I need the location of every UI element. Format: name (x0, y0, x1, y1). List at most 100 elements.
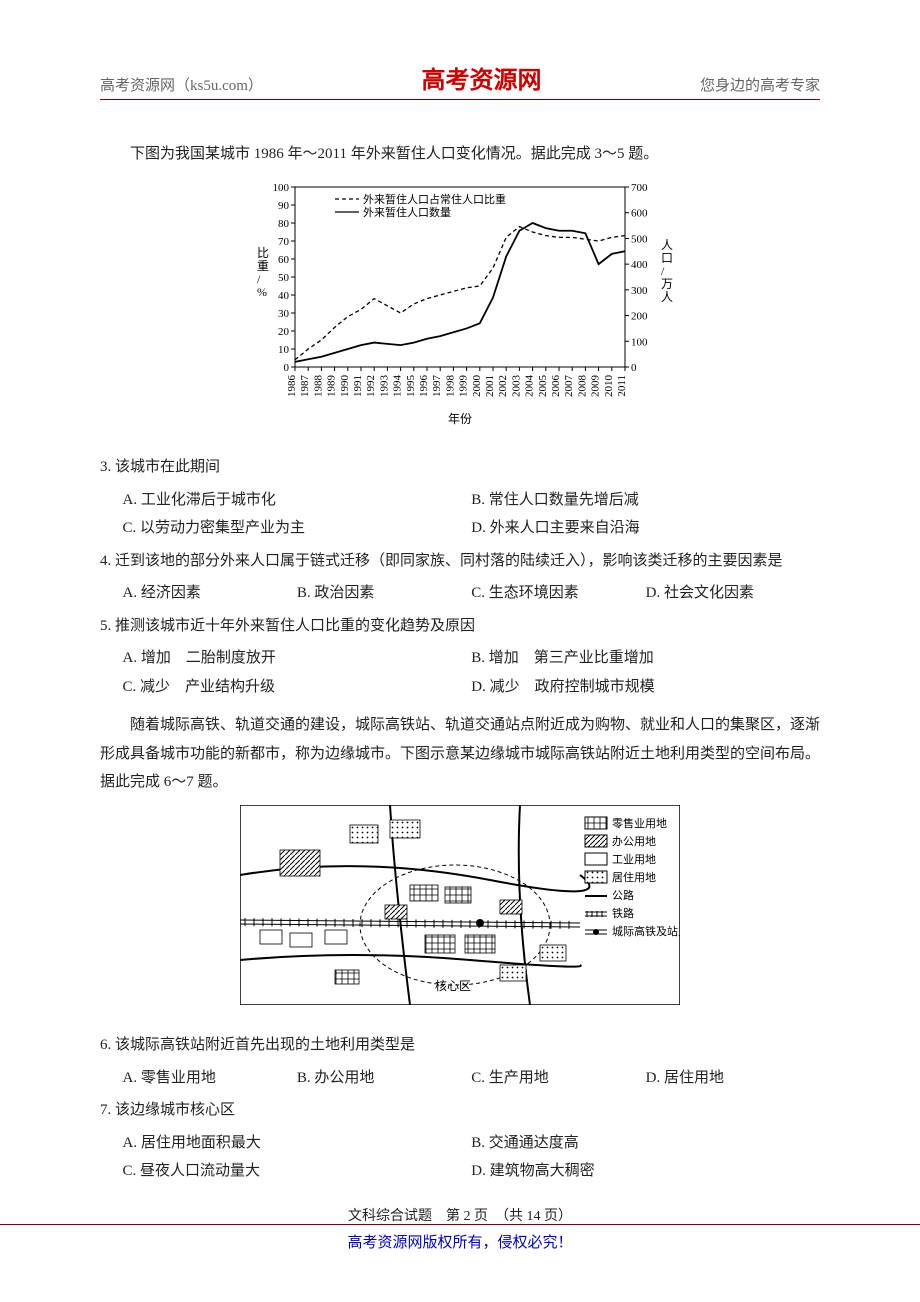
header-right-text: 您身边的高考专家 (700, 74, 820, 95)
chart-container: 0102030405060708090100010020030040050060… (100, 177, 820, 438)
q5-opt-d: D. 减少 政府控制城市规模 (471, 673, 820, 702)
svg-text:比: 比 (257, 246, 269, 260)
svg-text:0: 0 (284, 362, 290, 374)
svg-text:/: / (257, 272, 261, 286)
svg-text:70: 70 (278, 236, 290, 248)
q3-stem: 3. 该城市在此期间 (100, 453, 820, 482)
q4-opt-a: A. 经济因素 (123, 579, 297, 608)
svg-text:年份: 年份 (448, 412, 472, 426)
q3-opt-d: D. 外来人口主要来自沿海 (471, 514, 820, 543)
q6-opt-a: A. 零售业用地 (123, 1064, 297, 1093)
svg-text:2007: 2007 (563, 374, 575, 397)
intro-q3-5: 下图为我国某城市 1986 年～2011 年外来暂住人口变化情况。据此完成 3～… (100, 140, 820, 169)
page-header: 高考资源网（ks5u.com） 高考资源网 您身边的高考专家 (100, 60, 820, 100)
svg-text:2005: 2005 (537, 374, 549, 397)
svg-text:600: 600 (631, 207, 648, 219)
svg-text:万: 万 (661, 277, 673, 291)
svg-text:人: 人 (661, 238, 673, 252)
svg-text:1996: 1996 (418, 374, 430, 397)
svg-text:2001: 2001 (484, 375, 496, 397)
q3-opt-a: A. 工业化滞后于城市化 (123, 486, 472, 515)
q6-opt-c: C. 生产用地 (471, 1064, 645, 1093)
svg-text:90: 90 (278, 200, 290, 212)
q7-opt-b: B. 交通通达度高 (471, 1129, 820, 1158)
svg-text:%: % (257, 285, 267, 299)
q5-opt-c: C. 减少 产业结构升级 (123, 673, 472, 702)
svg-text:1987: 1987 (299, 374, 311, 397)
q4-opt-b: B. 政治因素 (297, 579, 471, 608)
header-center-logo: 高考资源网 (421, 60, 541, 95)
q3-opt-c: C. 以劳动力密集型产业为主 (123, 514, 472, 543)
svg-text:100: 100 (631, 336, 648, 348)
content-area: 下图为我国某城市 1986 年～2011 年外来暂住人口变化情况。据此完成 3～… (100, 140, 820, 1230)
svg-text:50: 50 (278, 272, 290, 284)
svg-text:人: 人 (661, 290, 673, 304)
svg-text:2004: 2004 (524, 374, 536, 397)
svg-text:2002: 2002 (497, 375, 509, 397)
svg-text:60: 60 (278, 254, 290, 266)
svg-text:铁路: 铁路 (612, 907, 634, 920)
svg-text:30: 30 (278, 308, 290, 320)
svg-text:外来暂住人口数量: 外来暂住人口数量 (363, 205, 451, 219)
svg-text:公路: 公路 (612, 889, 634, 902)
q4-opt-c: C. 生态环境因素 (471, 579, 645, 608)
svg-text:办公用地: 办公用地 (612, 835, 656, 848)
svg-text:2008: 2008 (576, 374, 588, 397)
svg-text:10: 10 (278, 344, 290, 356)
svg-text:城际高铁及站点: 城际高铁及站点 (612, 924, 680, 938)
document-page: 高考资源网（ks5u.com） 高考资源网 您身边的高考专家 下图为我国某城市 … (0, 0, 920, 1302)
svg-text:2009: 2009 (590, 374, 602, 397)
q3-options: A. 工业化滞后于城市化 B. 常住人口数量先增后减 C. 以劳动力密集型产业为… (123, 486, 821, 543)
q5-opt-b: B. 增加 第三产业比重增加 (471, 644, 820, 673)
edge-city-map: 核心区零售业用地办公用地工业用地居住用地公路铁路城际高铁及站点 (240, 805, 680, 1005)
q6-options: A. 零售业用地 B. 办公用地 C. 生产用地 D. 居住用地 (123, 1064, 821, 1093)
svg-text:1991: 1991 (352, 375, 364, 397)
svg-text:700: 700 (631, 182, 648, 194)
svg-text:1992: 1992 (365, 375, 377, 397)
svg-text:1988: 1988 (312, 374, 324, 397)
svg-text:核心区: 核心区 (435, 979, 471, 993)
svg-text:200: 200 (631, 310, 648, 322)
q5-opt-a: A. 增加 二胎制度放开 (123, 644, 472, 673)
svg-text:工业用地: 工业用地 (612, 853, 656, 866)
svg-text:400: 400 (631, 259, 648, 271)
svg-text:1986: 1986 (286, 374, 298, 397)
svg-text:2003: 2003 (510, 374, 522, 397)
svg-text:1994: 1994 (392, 374, 404, 397)
page-footer: 高考资源网版权所有，侵权必究！ (0, 1224, 920, 1252)
intro-q6-7: 随着城际高铁、轨道交通的建设，城际高铁站、轨道交通站点附近成为购物、就业和人口的… (100, 711, 820, 797)
svg-text:100: 100 (273, 182, 290, 194)
header-left-text: 高考资源网（ks5u.com） (100, 74, 263, 95)
q4-options: A. 经济因素 B. 政治因素 C. 生态环境因素 D. 社会文化因素 (123, 579, 821, 608)
svg-text:1995: 1995 (405, 374, 417, 397)
map-container: 核心区零售业用地办公用地工业用地居住用地公路铁路城际高铁及站点 (100, 805, 820, 1016)
q6-opt-b: B. 办公用地 (297, 1064, 471, 1093)
q4-opt-d: D. 社会文化因素 (646, 579, 820, 608)
q5-options: A. 增加 二胎制度放开 B. 增加 第三产业比重增加 C. 减少 产业结构升级… (123, 644, 821, 701)
q7-opt-d: D. 建筑物高大稠密 (471, 1157, 820, 1186)
q3-opt-b: B. 常住人口数量先增后减 (471, 486, 820, 515)
q6-stem: 6. 该城际高铁站附近首先出现的土地利用类型是 (100, 1031, 820, 1060)
svg-text:80: 80 (278, 218, 290, 230)
svg-text:2000: 2000 (471, 374, 483, 397)
q7-opt-c: C. 昼夜人口流动量大 (123, 1157, 472, 1186)
svg-text:1990: 1990 (339, 374, 351, 397)
svg-text:0: 0 (631, 362, 637, 374)
svg-text:口: 口 (661, 251, 673, 265)
svg-text:1997: 1997 (431, 374, 443, 397)
svg-text:1999: 1999 (458, 374, 470, 397)
q7-options: A. 居住用地面积最大 B. 交通通达度高 C. 昼夜人口流动量大 D. 建筑物… (123, 1129, 821, 1186)
population-chart: 0102030405060708090100010020030040050060… (245, 177, 675, 427)
svg-text:2011: 2011 (616, 375, 628, 397)
q4-stem: 4. 迁到该地的部分外来人口属于链式迁移（即同家族、同村落的陆续迁入），影响该类… (100, 547, 820, 576)
q7-opt-a: A. 居住用地面积最大 (123, 1129, 472, 1158)
q6-opt-d: D. 居住用地 (646, 1064, 820, 1093)
svg-text:1998: 1998 (444, 374, 456, 397)
svg-text:居住用地: 居住用地 (612, 870, 656, 884)
svg-text:外来暂住人口占常住人口比重: 外来暂住人口占常住人口比重 (363, 192, 506, 206)
svg-text:20: 20 (278, 326, 290, 338)
q5-stem: 5. 推测该城市近十年外来暂住人口比重的变化趋势及原因 (100, 612, 820, 641)
svg-text:40: 40 (278, 290, 290, 302)
svg-text:500: 500 (631, 233, 648, 245)
q7-stem: 7. 该边缘城市核心区 (100, 1096, 820, 1125)
